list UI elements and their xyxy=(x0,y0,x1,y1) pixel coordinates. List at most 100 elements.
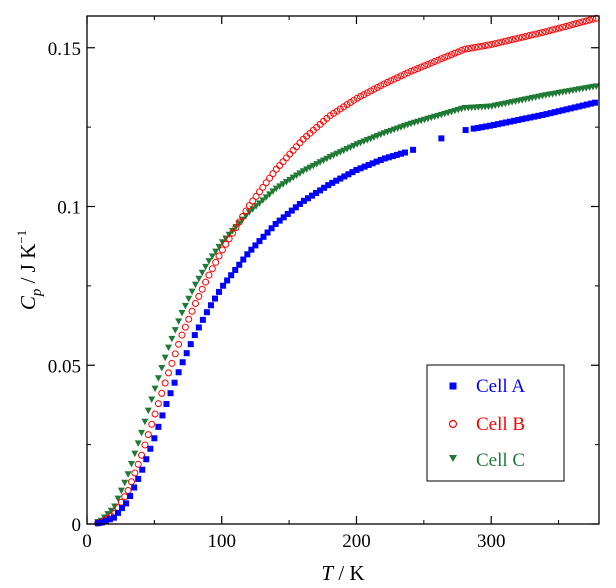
data-point-cell-c xyxy=(202,263,210,271)
data-point-cell-c xyxy=(144,407,152,415)
data-point-cell-c xyxy=(592,83,600,90)
data-point-cell-c xyxy=(198,269,206,277)
data-point-cell-a xyxy=(143,456,150,463)
data-point-cell-c xyxy=(127,460,135,468)
data-point-cell-b xyxy=(525,32,533,40)
data-point-cell-c xyxy=(188,288,196,296)
data-point-cell-b xyxy=(121,493,129,501)
data-point-cell-b xyxy=(276,161,284,169)
data-point-cell-a xyxy=(224,277,231,284)
data-point-cell-b xyxy=(427,59,435,67)
data-point-cell-a xyxy=(248,246,255,253)
data-point-cell-a xyxy=(199,316,206,323)
data-point-cell-c xyxy=(148,396,156,404)
data-point-cell-b xyxy=(468,44,476,52)
data-point-cell-a xyxy=(341,173,348,180)
data-point-cell-b xyxy=(151,410,159,418)
data-point-cell-a xyxy=(216,288,223,295)
data-point-cell-b xyxy=(262,179,270,187)
data-point-cell-b xyxy=(188,307,196,315)
data-point-cell-b xyxy=(555,24,563,32)
data-point-cell-c xyxy=(191,281,199,289)
data-point-cell-c xyxy=(286,176,294,184)
data-point-cell-c xyxy=(141,418,149,426)
data-point-cell-b xyxy=(165,369,173,377)
data-point-cell-a xyxy=(503,119,510,126)
data-point-cell-b xyxy=(289,146,297,154)
data-point-cell-a xyxy=(587,100,594,107)
data-point-cell-b xyxy=(569,21,577,29)
data-point-cell-b xyxy=(414,65,422,73)
data-point-cell-b xyxy=(235,218,243,226)
data-point-cell-b xyxy=(545,27,553,35)
data-point-cell-b xyxy=(293,143,301,151)
data-point-cell-b xyxy=(363,89,371,97)
data-point-cell-b xyxy=(471,43,479,51)
series-cell-c xyxy=(94,83,600,526)
data-point-cell-a xyxy=(131,484,138,491)
data-point-cell-b xyxy=(282,154,290,162)
y-axis-variable: C xyxy=(16,295,40,310)
data-point-cell-b xyxy=(444,52,452,60)
data-point-cell-b xyxy=(360,91,368,99)
data-point-cell-c xyxy=(165,344,173,352)
data-point-cell-b xyxy=(239,213,247,221)
data-point-cell-b xyxy=(549,26,557,34)
data-point-cell-b xyxy=(397,72,405,80)
data-point-cell-c xyxy=(262,194,270,201)
data-point-cell-c xyxy=(178,310,186,317)
data-point-cell-b xyxy=(195,292,203,300)
data-point-cell-a xyxy=(304,195,311,202)
data-point-cell-b xyxy=(269,170,277,178)
data-point-cell-b xyxy=(424,60,432,68)
data-point-cell-a xyxy=(591,99,598,106)
data-point-cell-a xyxy=(507,118,514,125)
data-point-cell-b xyxy=(242,207,250,215)
data-point-cell-a xyxy=(236,261,243,268)
data-point-cell-a xyxy=(94,520,101,527)
data-point-cell-b xyxy=(528,31,536,39)
data-point-cell-b xyxy=(579,18,587,26)
data-point-cell-a xyxy=(240,256,247,263)
data-point-cell-a xyxy=(365,161,372,168)
data-point-cell-b xyxy=(447,51,455,59)
y-axis-title: Cp / J K−1 xyxy=(14,230,45,310)
data-point-cell-b xyxy=(387,77,395,85)
data-point-cell-b xyxy=(383,78,391,86)
data-point-cell-c xyxy=(151,385,159,393)
data-point-cell-a xyxy=(175,369,182,376)
legend-label-cell-b: Cell B xyxy=(476,414,525,435)
data-point-cell-c xyxy=(269,188,277,195)
data-point-cell-b xyxy=(434,56,442,64)
data-point-cell-a xyxy=(531,113,538,120)
y-tick-label: 0.05 xyxy=(48,356,81,377)
data-point-cell-c xyxy=(124,471,132,478)
data-point-cell-b xyxy=(131,469,139,477)
data-point-cell-a xyxy=(98,519,105,526)
data-point-cell-b xyxy=(461,45,469,53)
data-point-cell-c xyxy=(161,354,169,362)
data-point-cell-b xyxy=(501,37,509,45)
data-point-cell-c xyxy=(255,200,263,207)
data-point-cell-a xyxy=(280,214,287,221)
data-point-cell-a xyxy=(547,110,554,117)
data-point-cell-c xyxy=(225,231,233,239)
data-point-cell-b xyxy=(431,58,439,66)
x-tick-label: 300 xyxy=(477,531,506,552)
data-point-cell-a xyxy=(325,182,332,189)
data-point-cell-a xyxy=(329,179,336,186)
data-point-cell-a xyxy=(345,171,352,178)
data-point-cell-b xyxy=(154,400,162,408)
data-point-cell-a xyxy=(195,324,202,331)
data-point-cell-a xyxy=(167,390,174,397)
data-point-cell-b xyxy=(259,183,267,191)
data-point-cell-b xyxy=(410,66,418,74)
data-point-cell-a xyxy=(159,412,166,419)
data-point-cell-a xyxy=(551,109,558,116)
data-point-cell-a xyxy=(357,165,364,172)
data-point-cell-c xyxy=(252,203,260,210)
y-axis-superscript: −1 xyxy=(14,230,29,244)
data-point-cell-c xyxy=(282,179,290,186)
data-point-cell-a xyxy=(498,120,505,127)
data-point-cell-b xyxy=(198,285,206,293)
